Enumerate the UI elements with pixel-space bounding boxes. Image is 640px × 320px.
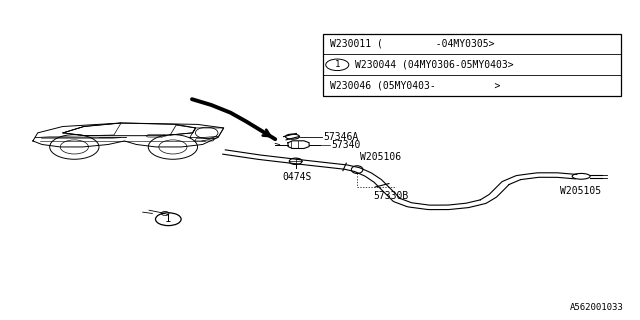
Text: W205105: W205105: [560, 186, 601, 196]
Text: 57340: 57340: [331, 140, 360, 150]
Text: W205106: W205106: [360, 152, 401, 162]
Text: W230044 (04MY0306-05MY0403>: W230044 (04MY0306-05MY0403>: [355, 60, 514, 70]
Text: 1: 1: [165, 214, 172, 224]
Text: W230011 (         -04MY0305>: W230011 ( -04MY0305>: [330, 39, 494, 49]
Text: A562001033: A562001033: [570, 303, 624, 312]
Text: 0474S: 0474S: [282, 172, 312, 182]
Text: W230046 (05MY0403-          >: W230046 (05MY0403- >: [330, 81, 500, 91]
Text: 1: 1: [335, 60, 340, 69]
Bar: [323, 34, 621, 96]
Text: 57346A: 57346A: [323, 132, 358, 142]
Text: 57330B: 57330B: [373, 191, 408, 201]
